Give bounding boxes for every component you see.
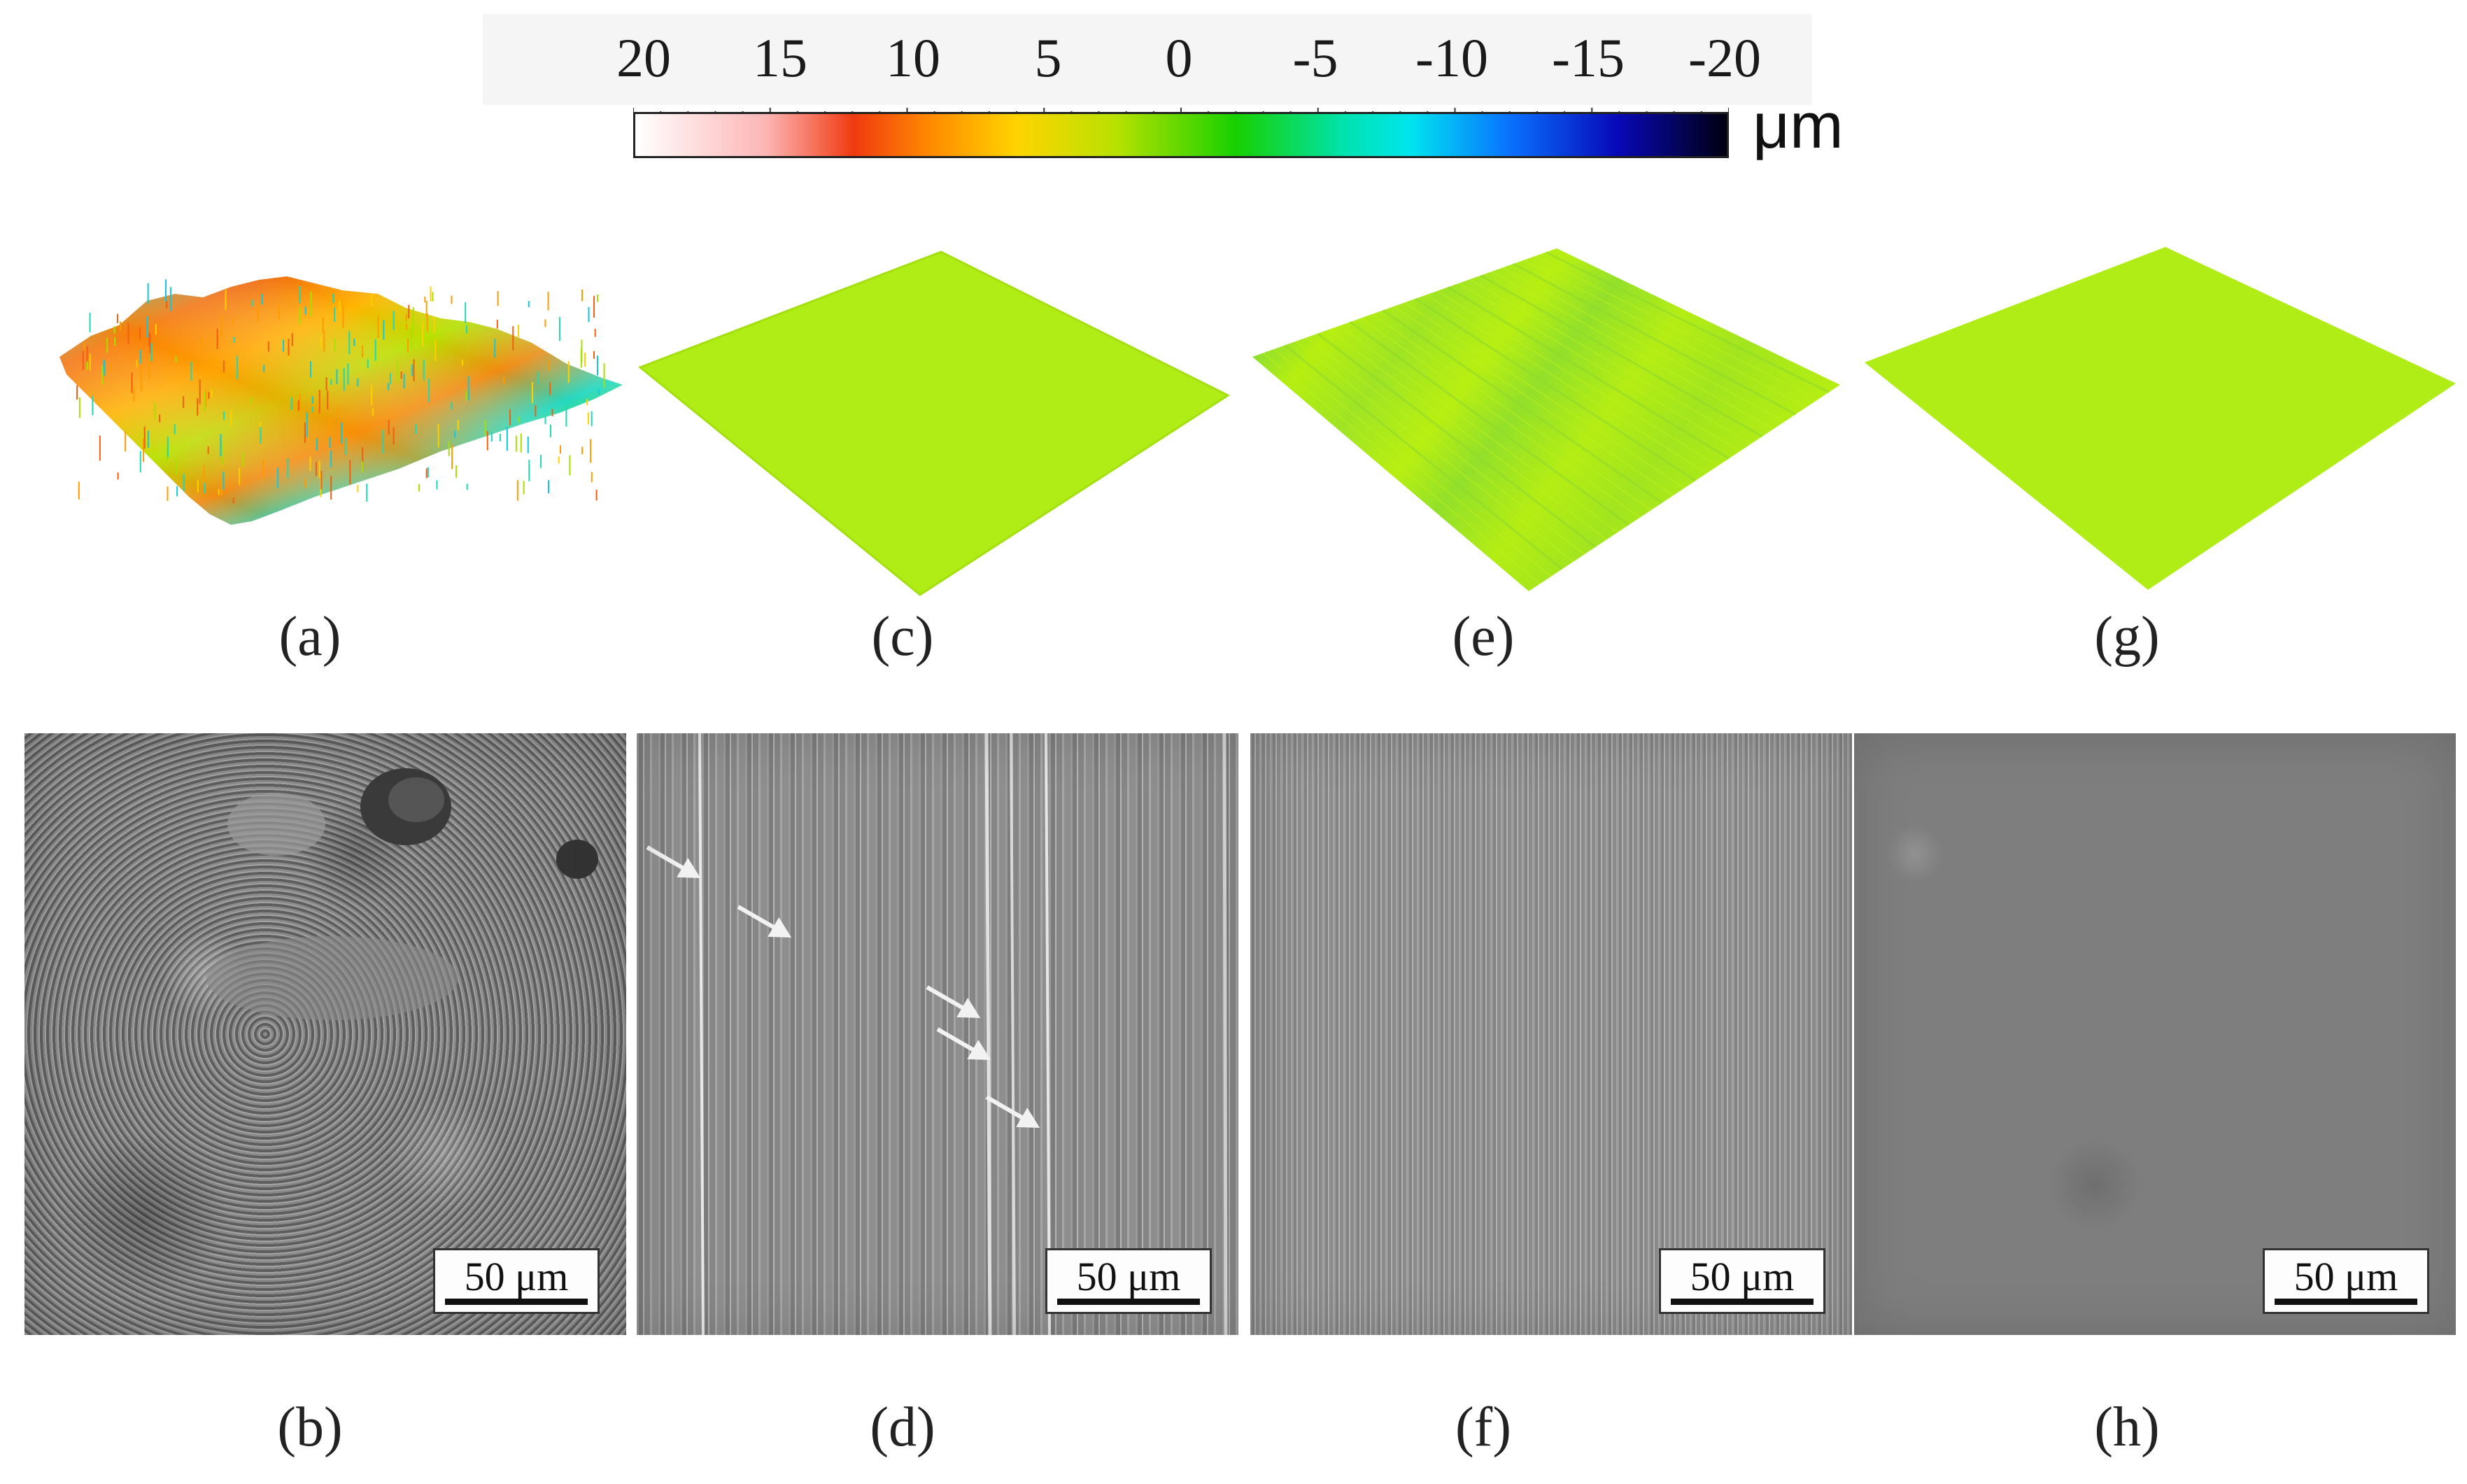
sem-b-vignette: [24, 733, 626, 1335]
surface-e-groove: [1306, 337, 1585, 555]
sem-b-smooth-zone: [206, 936, 458, 1020]
surface-e-groove: [1513, 262, 1797, 416]
sem-f-vignette: [1250, 733, 1852, 1335]
panel-label-g: (g): [2094, 606, 2160, 667]
scale-bar-d: 50 μm: [1045, 1248, 1212, 1314]
sem-d-groove: [698, 733, 705, 1335]
surface-plot-c: [638, 250, 1231, 596]
surface-e-groove: [1458, 283, 1741, 452]
surface-e-groove: [1371, 313, 1652, 511]
surface-e-plane: [1252, 248, 1840, 591]
panel-label-e: (e): [1452, 606, 1515, 667]
surface-e-groove: [1534, 255, 1818, 400]
sem-image-b: 50 μm: [24, 733, 626, 1335]
color-scale-background: [483, 14, 1812, 105]
surface-e-grooves: [1263, 251, 1830, 585]
surface-e-groove: [1501, 267, 1785, 423]
sem-d-groove: [984, 733, 992, 1335]
scale-tick-label: 5: [1034, 27, 1062, 88]
scale-bar-d-line: [1057, 1299, 1200, 1305]
surface-a-peaks: [76, 279, 605, 504]
sem-d-groove: [1222, 733, 1228, 1335]
surface-e-groove: [1263, 352, 1541, 585]
sem-image-h: 50 μm: [1854, 733, 2456, 1335]
sem-d-grooves: [698, 733, 1228, 1335]
scale-tick-label: -5: [1292, 27, 1338, 88]
surface-e-groove: [1317, 332, 1597, 548]
panel-label-c: (c): [871, 606, 934, 667]
surface-e-groove: [1524, 259, 1807, 408]
surface-plot-g: [1865, 247, 2456, 590]
scale-bar-h-line: [2275, 1299, 2417, 1305]
surface-e-groove: [1447, 286, 1730, 460]
surface-e-groove: [1382, 309, 1663, 504]
surface-e-groove: [1469, 278, 1752, 444]
surface-e-groove: [1415, 297, 1697, 482]
surface-a-overlay: [59, 276, 623, 525]
panel-label-d: (d): [870, 1397, 935, 1458]
surface-plot-a: [59, 276, 623, 525]
panel-label-b: (b): [277, 1397, 343, 1458]
surface-e-groove: [1491, 271, 1774, 430]
scale-bar-b-line: [445, 1299, 588, 1305]
sem-d-vignette: [637, 733, 1238, 1335]
surface-e-groove: [1545, 251, 1830, 393]
scale-bar-f-label: 50 μm: [1690, 1254, 1795, 1299]
panel-label-f: (f): [1455, 1397, 1511, 1458]
surface-e-groove: [1393, 306, 1674, 496]
surface-plot-e: [1252, 248, 1840, 591]
sem-b-pit-small: [556, 840, 598, 879]
sem-image-f: 50 μm: [1250, 733, 1852, 1335]
surface-e-groove: [1295, 341, 1574, 563]
scale-tick-label: -20: [1688, 27, 1761, 88]
sem-d-groove: [1010, 733, 1016, 1335]
scale-tick-label: 0: [1165, 27, 1193, 88]
scale-tick-label: -10: [1415, 27, 1488, 88]
surface-e-groove: [1404, 302, 1685, 489]
sem-h-vignette: [1854, 733, 2456, 1335]
panel-label-h: (h): [2094, 1397, 2160, 1458]
surface-e-groove: [1360, 318, 1641, 518]
scale-bar-b: 50 μm: [433, 1248, 600, 1314]
scale-tick-label: 15: [753, 27, 807, 88]
sem-b-features: [206, 768, 598, 1020]
scale-tick-label: -15: [1552, 27, 1625, 88]
scale-bar-f-line: [1671, 1299, 1814, 1305]
sem-d-groove: [1045, 733, 1051, 1335]
sem-image-d: 50 μm: [637, 733, 1238, 1335]
panel-label-a: (a): [278, 606, 341, 667]
surface-e-groove: [1328, 329, 1607, 540]
colorbar-unit-label: μm: [1753, 90, 1844, 162]
surface-e-groove: [1338, 325, 1618, 533]
scale-bar-d-label: 50 μm: [1076, 1254, 1181, 1299]
sem-b-crater: [227, 793, 325, 856]
scale-bar-h: 50 μm: [2263, 1248, 2429, 1314]
scale-tick-label: 20: [616, 27, 671, 88]
surface-c-plane: [640, 252, 1228, 595]
surface-e-groove: [1436, 290, 1718, 467]
scale-bar-b-label: 50 μm: [464, 1254, 569, 1299]
surface-e-groove: [1480, 274, 1763, 438]
surface-e-groove: [1273, 348, 1552, 577]
surface-c-edge: [638, 250, 1231, 596]
surface-e-groove: [1349, 320, 1630, 526]
scale-tick-label: 10: [886, 27, 940, 88]
scale-bar-f: 50 μm: [1659, 1248, 1825, 1314]
surface-e-groove: [1284, 344, 1563, 570]
sem-b-pit-core: [388, 777, 444, 822]
surface-e-groove: [1426, 294, 1707, 474]
scale-bar-h-label: 50 μm: [2293, 1254, 2398, 1299]
colorbar: [633, 112, 1729, 158]
surface-g-plane: [1865, 247, 2456, 590]
